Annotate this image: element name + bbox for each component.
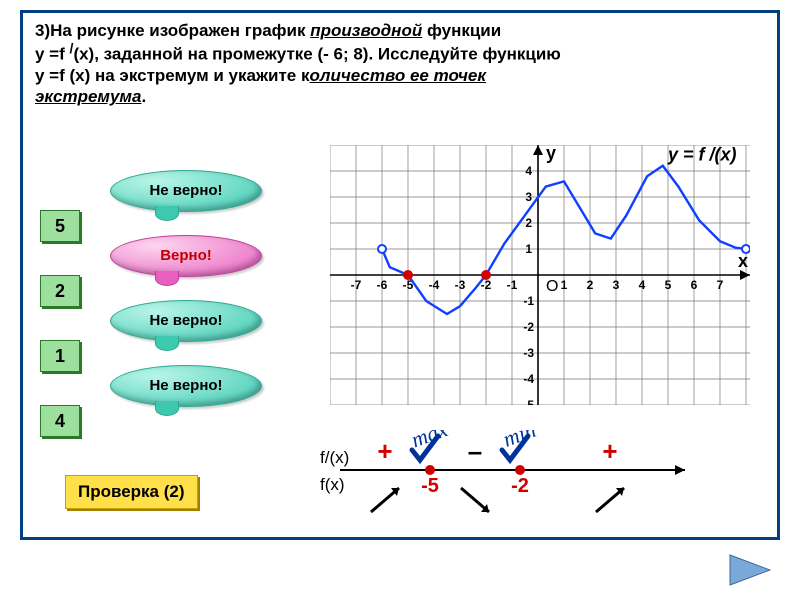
- question-text: 3)На рисунке изображен график производно…: [35, 20, 765, 108]
- sign-diagram: f/(x)f(x)-5max-2min+–+: [320, 430, 740, 540]
- svg-text:-4: -4: [523, 372, 534, 386]
- answer-4[interactable]: 4: [40, 405, 80, 437]
- svg-text:+: +: [377, 436, 392, 466]
- check-button[interactable]: Проверка (2): [65, 475, 198, 509]
- q-u3: экстремума: [35, 87, 141, 106]
- svg-text:-1: -1: [507, 278, 518, 292]
- svg-text:+: +: [602, 436, 617, 466]
- svg-text:-5: -5: [523, 398, 534, 405]
- answer-5[interactable]: 5: [40, 210, 80, 242]
- feedback-bubble-3: Не верно!: [110, 365, 262, 407]
- svg-text:5: 5: [665, 278, 672, 292]
- svg-text:2: 2: [525, 216, 532, 230]
- feedback-bubble-0: Не верно!: [110, 170, 262, 212]
- svg-text:-3: -3: [455, 278, 466, 292]
- svg-text:-5: -5: [421, 475, 439, 497]
- svg-text:3: 3: [613, 278, 620, 292]
- svg-text:1: 1: [561, 278, 568, 292]
- svg-text:2: 2: [587, 278, 594, 292]
- q-mid1: функции: [422, 21, 501, 40]
- svg-text:x: x: [738, 251, 748, 271]
- feedback-bubble-1: Верно!: [110, 235, 262, 277]
- svg-text:-1: -1: [523, 294, 534, 308]
- q-l2b: (x), заданной на промежутке (- 6; 8). Ис…: [73, 45, 560, 64]
- svg-text:-6: -6: [377, 278, 388, 292]
- bubble-tail: [155, 271, 179, 286]
- svg-text:y = f /(x): y = f /(x): [667, 145, 737, 165]
- feedback-bubble-2: Не верно!: [110, 300, 262, 342]
- svg-text:-4: -4: [429, 278, 440, 292]
- svg-text:4: 4: [525, 164, 532, 178]
- q-period: .: [141, 87, 146, 106]
- svg-text:1: 1: [525, 242, 532, 256]
- answer-2[interactable]: 2: [40, 275, 80, 307]
- q-u2: оличество ее точек: [310, 66, 486, 85]
- svg-text:-2: -2: [523, 320, 534, 334]
- svg-text:O: O: [546, 278, 558, 295]
- svg-text:4: 4: [639, 278, 646, 292]
- svg-text:y: y: [546, 145, 556, 163]
- svg-text:-2: -2: [511, 475, 529, 497]
- check-label: Проверка (2): [78, 482, 185, 501]
- svg-text:–: –: [468, 436, 482, 466]
- svg-text:6: 6: [691, 278, 698, 292]
- answer-1[interactable]: 1: [40, 340, 80, 372]
- q-u1: производной: [310, 21, 422, 40]
- next-button[interactable]: [725, 550, 775, 590]
- svg-text:3: 3: [525, 190, 532, 204]
- svg-text:-7: -7: [351, 278, 362, 292]
- bubble-tail: [155, 206, 179, 221]
- svg-text:-3: -3: [523, 346, 534, 360]
- derivative-chart: -7-6-5-4-3-2-112345671234-1-2-3-4-5Oxyy …: [330, 145, 750, 405]
- q-prefix: 3)На рисунке изображен график: [35, 21, 310, 40]
- bubble-tail: [155, 401, 179, 416]
- q-l3: y =f (x) на экстремум и укажите к: [35, 66, 310, 85]
- q-l2a: y =f: [35, 45, 70, 64]
- bubble-tail: [155, 336, 179, 351]
- svg-text:7: 7: [717, 278, 724, 292]
